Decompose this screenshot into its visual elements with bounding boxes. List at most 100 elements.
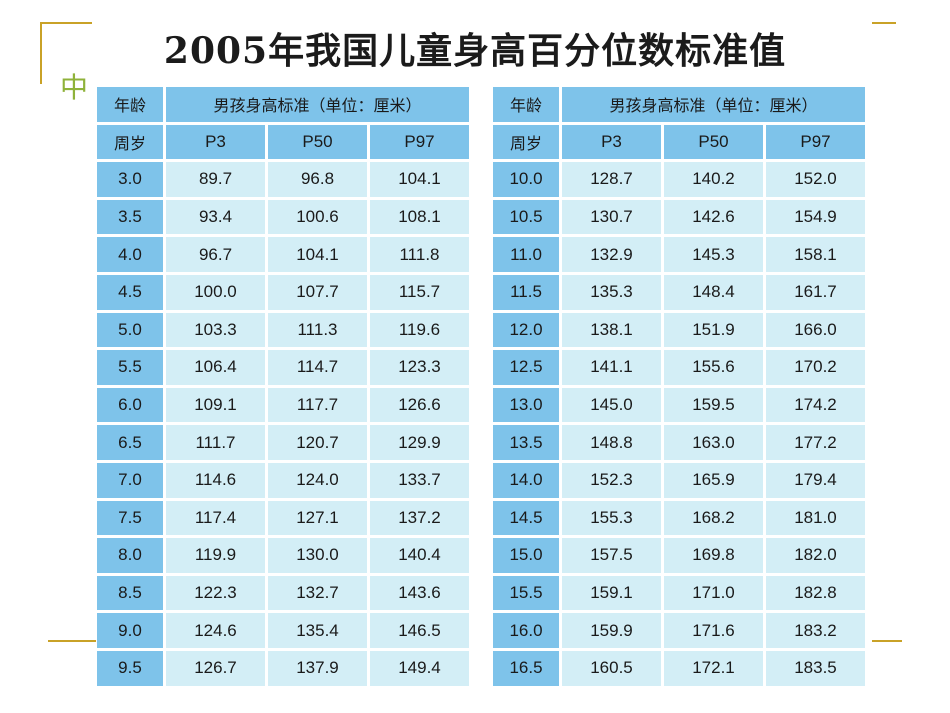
table-row: 3.5 93.4 100.6 108.1 — [97, 199, 469, 235]
table-row: 6.5 111.7 120.7 129.9 — [97, 425, 469, 460]
table-row: 14.5 155.3 168.2 181.0 — [493, 500, 865, 536]
table-row: 11.5 135.3 148.4 161.7 — [493, 274, 865, 310]
p3-cell: 100.0 — [166, 274, 265, 310]
p97-cell: 126.6 — [370, 387, 469, 423]
p97-cell: 104.1 — [370, 162, 469, 197]
p97-cell: 152.0 — [766, 162, 865, 197]
p50-cell: 132.7 — [268, 575, 367, 611]
age-cell: 4.5 — [97, 274, 163, 310]
p50-cell: 114.7 — [268, 350, 367, 385]
p97-cell: 177.2 — [766, 425, 865, 460]
table-row: 15.5 159.1 171.0 182.8 — [493, 575, 865, 611]
p3-cell: 96.7 — [166, 237, 265, 272]
p97-cell: 140.4 — [370, 538, 469, 573]
p97-cell: 119.6 — [370, 312, 469, 348]
p50-cell: 165.9 — [664, 462, 763, 498]
p97-cell: 170.2 — [766, 350, 865, 385]
p3-cell: 138.1 — [562, 312, 661, 348]
table-row: 7.0 114.6 124.0 133.7 — [97, 462, 469, 498]
table-row: 7.5 117.4 127.1 137.2 — [97, 500, 469, 536]
p50-cell: 140.2 — [664, 162, 763, 197]
p50-cell: 171.6 — [664, 613, 763, 648]
col-header-p97: P97 — [766, 124, 865, 160]
age-cell: 4.0 — [97, 237, 163, 272]
p50-cell: 137.9 — [268, 650, 367, 686]
age-header: 年龄 — [97, 87, 163, 122]
age-cell: 11.0 — [493, 237, 559, 272]
p3-cell: 160.5 — [562, 650, 661, 686]
age-cell: 7.0 — [97, 462, 163, 498]
col-header-p50: P50 — [664, 124, 763, 160]
p3-cell: 141.1 — [562, 350, 661, 385]
p50-cell: 117.7 — [268, 387, 367, 423]
table-row: 13.0 145.0 159.5 174.2 — [493, 387, 865, 423]
table-header-row: 年龄 男孩身高标准（单位：厘米） — [493, 87, 865, 122]
table-subheader-row: 周岁 P3 P50 P97 — [493, 124, 865, 160]
p3-cell: 130.7 — [562, 199, 661, 235]
age-header: 年龄 — [493, 87, 559, 122]
age-cell: 13.5 — [493, 425, 559, 460]
table-row: 9.5 126.7 137.9 149.4 — [97, 650, 469, 686]
col-header-p50: P50 — [268, 124, 367, 160]
col-header-p3: P3 — [562, 124, 661, 160]
table-row: 10.5 130.7 142.6 154.9 — [493, 199, 865, 235]
p3-cell: 126.7 — [166, 650, 265, 686]
age-cell: 15.5 — [493, 575, 559, 611]
p97-cell: 143.6 — [370, 575, 469, 611]
age-cell: 16.5 — [493, 650, 559, 686]
p50-cell: 135.4 — [268, 613, 367, 648]
table-row: 16.5 160.5 172.1 183.5 — [493, 650, 865, 686]
p97-cell: 183.5 — [766, 650, 865, 686]
unit-header: 周岁 — [493, 124, 559, 160]
age-cell: 8.5 — [97, 575, 163, 611]
unit-header: 周岁 — [97, 124, 163, 160]
age-cell: 12.0 — [493, 312, 559, 348]
col-header-p3: P3 — [166, 124, 265, 160]
slide-decor-line — [40, 22, 42, 84]
p3-cell: 124.6 — [166, 613, 265, 648]
p3-cell: 106.4 — [166, 350, 265, 385]
p50-cell: 111.3 — [268, 312, 367, 348]
slide-decor-line — [40, 22, 92, 24]
age-cell: 9.5 — [97, 650, 163, 686]
p97-cell: 115.7 — [370, 274, 469, 310]
age-cell: 11.5 — [493, 274, 559, 310]
slide-decor-line — [872, 22, 896, 24]
p3-cell: 109.1 — [166, 387, 265, 423]
table-row: 10.0 128.7 140.2 152.0 — [493, 162, 865, 197]
p50-cell: 155.6 — [664, 350, 763, 385]
table-row: 9.0 124.6 135.4 146.5 — [97, 613, 469, 648]
p50-cell: 142.6 — [664, 199, 763, 235]
table-row: 16.0 159.9 171.6 183.2 — [493, 613, 865, 648]
p3-cell: 135.3 — [562, 274, 661, 310]
col-header-p97: P97 — [370, 124, 469, 160]
p3-cell: 93.4 — [166, 199, 265, 235]
p3-cell: 119.9 — [166, 538, 265, 573]
p50-cell: 107.7 — [268, 274, 367, 310]
p3-cell: 145.0 — [562, 387, 661, 423]
table-row: 5.0 103.3 111.3 119.6 — [97, 312, 469, 348]
p97-cell: 111.8 — [370, 237, 469, 272]
p50-cell: 159.5 — [664, 387, 763, 423]
measure-header: 男孩身高标准（单位：厘米） — [166, 87, 469, 122]
p50-cell: 100.6 — [268, 199, 367, 235]
table-row: 12.0 138.1 151.9 166.0 — [493, 312, 865, 348]
age-cell: 10.0 — [493, 162, 559, 197]
p3-cell: 132.9 — [562, 237, 661, 272]
p97-cell: 129.9 — [370, 425, 469, 460]
age-cell: 14.5 — [493, 500, 559, 536]
table-row: 12.5 141.1 155.6 170.2 — [493, 350, 865, 385]
height-table-right: 年龄 男孩身高标准（单位：厘米） 周岁 P3 P50 P97 10.0 128.7… — [490, 84, 868, 689]
p97-cell: 182.8 — [766, 575, 865, 611]
table-row: 6.0 109.1 117.7 126.6 — [97, 387, 469, 423]
p50-cell: 120.7 — [268, 425, 367, 460]
p3-cell: 159.9 — [562, 613, 661, 648]
table-row: 8.0 119.9 130.0 140.4 — [97, 538, 469, 573]
p97-cell: 182.0 — [766, 538, 865, 573]
p3-cell: 157.5 — [562, 538, 661, 573]
p50-cell: 171.0 — [664, 575, 763, 611]
age-cell: 12.5 — [493, 350, 559, 385]
table-row: 14.0 152.3 165.9 179.4 — [493, 462, 865, 498]
table-row: 13.5 148.8 163.0 177.2 — [493, 425, 865, 460]
p50-cell: 130.0 — [268, 538, 367, 573]
